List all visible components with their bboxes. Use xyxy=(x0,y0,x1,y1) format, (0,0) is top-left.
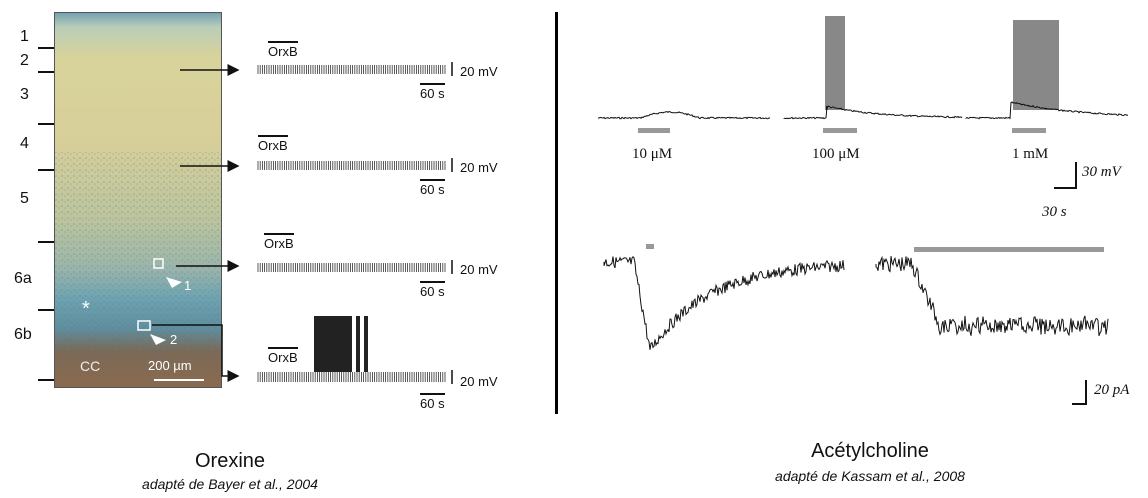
time-scale-1: 60 s xyxy=(420,83,445,101)
orexin-recording-traces xyxy=(257,62,453,384)
concentration-label-100uM: 100 μM xyxy=(812,146,860,162)
orxb-label-4: OrxB xyxy=(268,347,298,365)
right-caption-title: Acétylcholine xyxy=(811,440,929,462)
layer-label-3: 3 xyxy=(20,86,29,103)
time-scale-4: 60 s xyxy=(420,393,445,411)
voltage-trace-1mM xyxy=(965,101,1129,120)
orxb-label-3: OrxB xyxy=(264,233,294,251)
left-caption-source: adapté de Bayer et al., 2004 xyxy=(142,476,318,492)
spike xyxy=(356,316,360,372)
voltage-trace-1 xyxy=(257,65,446,74)
voltage-trace-100uM xyxy=(783,105,963,120)
voltage-trace-10uM xyxy=(597,110,771,120)
burst-firing xyxy=(314,316,352,372)
cell-2-label: 2 xyxy=(170,332,178,347)
voltage-scale-1: 20 mV xyxy=(460,64,498,79)
acetylcholine-traces xyxy=(597,16,1129,350)
orxb-label-2: OrxB xyxy=(258,135,288,153)
asterisk-label: * xyxy=(82,298,90,320)
time-scale-3: 60 s xyxy=(420,281,445,299)
voltage-trace-3 xyxy=(257,263,446,272)
layer-label-6b: 6b xyxy=(14,326,32,343)
voltage-trace-2 xyxy=(257,161,446,170)
layer-label-6a: 6a xyxy=(14,270,32,287)
application-bar-100uM xyxy=(823,128,857,133)
right-caption-source: adapté de Kassam et al., 2008 xyxy=(775,468,965,484)
voltage-time-scale-bar xyxy=(1054,162,1077,189)
application-bar-1mM xyxy=(1012,128,1046,133)
layer-label-1: 1 xyxy=(20,28,29,45)
recording-arrows xyxy=(152,64,240,382)
voltage-trace-4 xyxy=(257,372,446,382)
panel-divider xyxy=(555,12,558,414)
right-time-scale-label: 30 s xyxy=(1042,204,1067,220)
current-trace-long xyxy=(875,255,1109,337)
right-voltage-scale-label: 30 mV xyxy=(1082,164,1121,180)
spikes-1mM xyxy=(1013,20,1059,110)
cell-1-label: 1 xyxy=(184,278,192,293)
spike xyxy=(364,316,368,372)
voltage-scale-3: 20 mV xyxy=(460,262,498,277)
layer-label-2: 2 xyxy=(20,52,29,69)
layer-label-4: 4 xyxy=(20,135,29,152)
spikes-100uM xyxy=(825,16,845,110)
current-application-bar-long xyxy=(914,247,1104,252)
left-caption-title: Orexine xyxy=(194,450,266,472)
time-scale-2: 60 s xyxy=(420,179,445,197)
voltage-scale-4: 20 mV xyxy=(460,374,498,389)
current-application-bar-short xyxy=(646,244,654,249)
tissue-scale-bar-label: 200 µm xyxy=(148,358,192,373)
current-scale-label: 20 pA xyxy=(1094,382,1130,398)
application-bar-10uM xyxy=(638,128,670,133)
orxb-label-1: OrxB xyxy=(268,41,298,59)
concentration-label-10uM: 10 μM xyxy=(632,146,673,162)
concentration-label-1mM: 1 mM xyxy=(1012,146,1049,162)
corpus-callosum-label: CC xyxy=(80,358,101,374)
voltage-scale-2: 20 mV xyxy=(460,160,498,175)
layer-label-5: 5 xyxy=(20,190,29,207)
current-trace-short xyxy=(603,256,845,350)
current-scale-bar xyxy=(1072,380,1087,405)
